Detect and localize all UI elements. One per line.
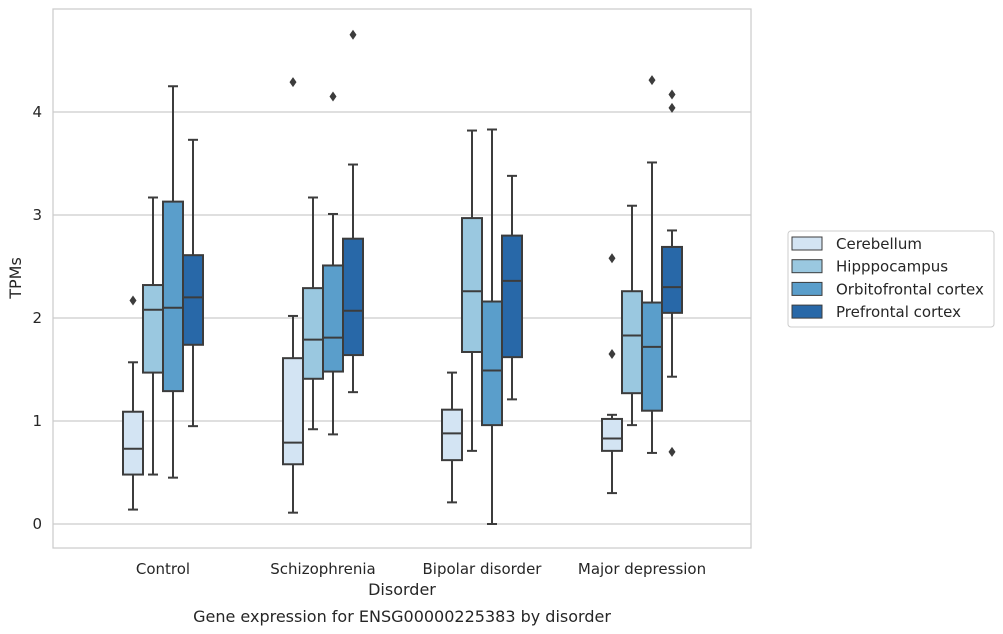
legend-frame [787,230,995,328]
box-group [441,371,463,504]
x-tick-label: Schizophrenia [270,560,375,578]
box-group [142,196,164,476]
y-tick-label: 0 [32,515,42,533]
outlier-marker [668,102,676,113]
legend-label: Orbitofrontal cortex [836,280,984,298]
box-group [122,295,144,511]
legend-swatch [791,259,823,274]
box-group [641,75,663,454]
outlier-marker [668,89,676,100]
outlier-marker [289,77,297,88]
legend-swatch [791,304,823,319]
iqr-box [661,245,683,314]
x-tick-label: Control [136,560,190,578]
iqr-box [182,254,204,346]
box-group [601,253,623,495]
box-group [481,128,503,525]
outlier-marker [648,75,656,86]
legend-label: Cerebellum [836,235,922,253]
box-group [182,138,204,428]
box-group [661,89,683,457]
iqr-box [461,217,483,353]
outlier-marker [329,91,337,102]
legend-label: Prefrontal cortex [836,303,961,321]
box-group [282,77,304,514]
outlier-marker [129,295,137,306]
iqr-box [601,417,623,452]
iqr-box [162,200,184,393]
iqr-box [302,287,324,380]
y-tick-label: 3 [32,206,42,224]
box-group [501,174,523,401]
chart-caption: Gene expression for ENSG00000225383 by d… [193,607,611,626]
x-tick-label: Major depression [578,560,706,578]
box-group [461,129,483,452]
iqr-box [481,300,503,427]
iqr-box [441,408,463,462]
legend: Cerebellum Hipppocampus Orbitofrontal cort… [787,230,995,328]
outlier-marker [608,349,616,360]
x-axis-label: Disorder [368,580,436,599]
outlier-marker [668,446,676,457]
iqr-box [342,237,364,357]
plot-area [52,8,752,549]
box-group [322,91,344,436]
legend-label: Hipppocampus [836,258,948,276]
iqr-box [322,264,344,373]
x-tick-label: Bipolar disorder [423,560,543,578]
iqr-box [501,234,523,359]
outlier-marker [349,29,357,40]
iqr-box [282,357,304,466]
y-tick-label: 2 [32,309,42,327]
y-tick-label: 4 [32,103,42,121]
legend-swatch [791,236,823,251]
box-group [342,29,364,394]
outlier-marker [608,253,616,264]
y-axis-label: TPMs [6,257,25,300]
iqr-box [621,290,643,395]
iqr-box [641,301,663,412]
legend-swatch [791,281,823,296]
iqr-box [142,284,164,374]
y-tick-label: 1 [32,412,42,430]
iqr-box [122,410,144,476]
